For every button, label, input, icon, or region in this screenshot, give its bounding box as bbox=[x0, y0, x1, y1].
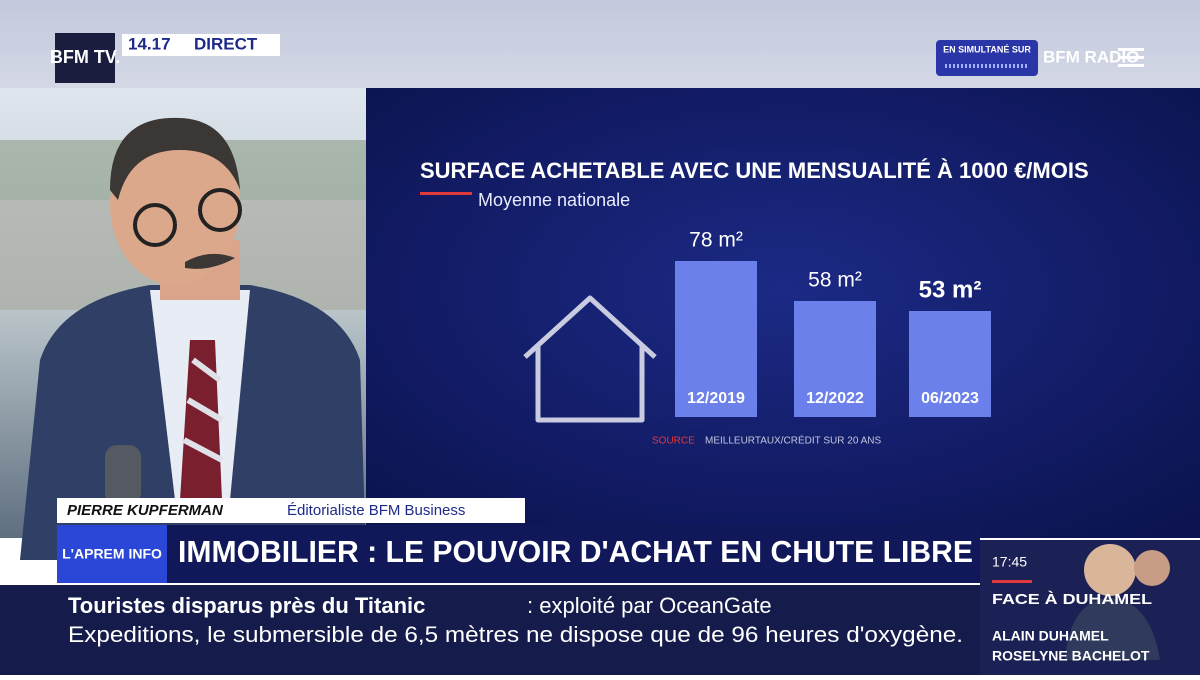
ticker-bar bbox=[0, 585, 980, 675]
bar bbox=[794, 301, 876, 417]
bar bbox=[675, 261, 757, 417]
source-text: MEILLEURTAUX/CRÉDIT SUR 20 ANS bbox=[705, 434, 881, 447]
live-label: DIRECT bbox=[194, 34, 258, 53]
menu-button[interactable] bbox=[1118, 48, 1144, 67]
ticker-line1: : exploité par OceanGate bbox=[527, 593, 772, 618]
guest-name: ALAIN DUHAMEL bbox=[992, 628, 1109, 644]
guest-photo bbox=[1134, 550, 1170, 586]
next-show-time: 17:45 bbox=[992, 554, 1027, 570]
accent-line bbox=[420, 192, 472, 195]
bar-category-label: 12/2022 bbox=[806, 390, 864, 407]
radio-logo: BFM RADIO bbox=[1043, 47, 1139, 66]
bar-category-label: 12/2019 bbox=[687, 390, 745, 407]
headline: IMMOBILIER : LE POUVOIR D'ACHAT EN CHUTE… bbox=[178, 534, 973, 569]
bar-value-label: 78 m² bbox=[689, 229, 743, 252]
speaker-role: Éditorialiste BFM Business bbox=[287, 502, 465, 519]
guest-name: ROSELYNE BACHELOT bbox=[992, 648, 1150, 664]
guest-photo-body bbox=[1065, 598, 1160, 660]
bar bbox=[909, 311, 991, 417]
chart-panel bbox=[366, 88, 1200, 538]
house-icon bbox=[523, 295, 657, 423]
accent-line bbox=[992, 580, 1032, 583]
simulcast-label: EN SIMULTANÉ SUR bbox=[943, 44, 1031, 54]
show-logo-box bbox=[57, 525, 167, 583]
clock-box bbox=[122, 34, 280, 56]
name-strip bbox=[57, 498, 525, 523]
guest-photo bbox=[1084, 544, 1136, 596]
speaker-name: PIERRE KUPFERMAN bbox=[67, 502, 224, 519]
bar-value-label: 58 m² bbox=[808, 269, 862, 292]
chart-title: SURFACE ACHETABLE AVEC UNE MENSUALITÉ À … bbox=[420, 158, 1089, 183]
next-show-title: FACE À DUHAMEL bbox=[992, 591, 1152, 608]
headline-bar bbox=[167, 525, 980, 583]
bar-value-label: 53 m² bbox=[919, 276, 982, 303]
show-logo: L'APREM INFO bbox=[62, 546, 162, 562]
chart-subtitle: Moyenne nationale bbox=[478, 190, 630, 210]
channel-logo: BFM TV. bbox=[50, 47, 120, 67]
ticker-topic: Touristes disparus près du Titanic bbox=[68, 593, 425, 618]
logo-box bbox=[55, 33, 115, 83]
presenter bbox=[20, 117, 366, 560]
source-label: SOURCE bbox=[652, 436, 695, 447]
clock: 14.17 bbox=[128, 34, 171, 53]
bar-category-label: 06/2023 bbox=[921, 390, 979, 407]
ticker-line2: Expeditions, le submersible de 6,5 mètre… bbox=[68, 622, 963, 647]
